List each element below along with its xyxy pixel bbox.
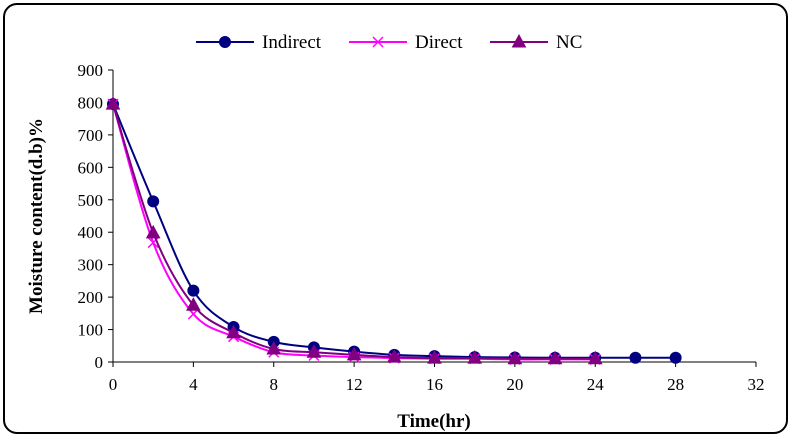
data-point-nc (266, 340, 282, 355)
data-point-nc (226, 324, 241, 339)
y-tick-label: 400 (78, 223, 104, 242)
x-tick-label: 20 (506, 375, 523, 394)
axes: 0 100 200 300 400 500 600 700 800 900 0 4 8 12 16 20 24 2… (78, 61, 765, 394)
series-line-nc (112, 103, 596, 360)
y-tick-label: 500 (78, 191, 104, 210)
x-tick-label: 24 (587, 375, 605, 394)
data-point-nc (427, 350, 442, 364)
y-tick-label: 0 (95, 353, 104, 372)
legend: Indirect Direct NC (196, 32, 582, 53)
data-point-indirect (187, 284, 200, 297)
x-tick-label: 32 (748, 375, 765, 394)
legend-marker-nc (511, 33, 527, 48)
x-tick-label: 0 (109, 375, 118, 394)
data-point-nc (346, 346, 362, 361)
y-tick-label: 800 (78, 93, 104, 112)
legend-label-direct: Direct (415, 32, 463, 53)
legend-marker-indirect (219, 36, 231, 48)
legend-marker-direct (372, 36, 384, 48)
data-point-nc (547, 350, 563, 365)
marker-stroke (372, 36, 384, 48)
data-point-indirect (629, 351, 642, 364)
legend-item-indirect: Indirect (196, 32, 322, 53)
legend-item-direct: Direct (349, 32, 463, 53)
data-point-nc (467, 350, 483, 364)
y-tick-label: 700 (78, 126, 104, 145)
x-tick-label: 8 (270, 375, 279, 394)
y-tick-label: 300 (78, 256, 104, 275)
data-point-nc (587, 350, 603, 365)
data-point-nc (386, 349, 402, 363)
data-point-nc (186, 297, 201, 311)
y-tick-label: 900 (78, 61, 104, 80)
series-direct (107, 98, 601, 365)
legend-label-indirect: Indirect (262, 32, 322, 53)
data-point-nc (507, 350, 523, 365)
series-line-direct (112, 103, 596, 361)
data-point-indirect (669, 351, 682, 364)
data-point-nc (145, 224, 161, 239)
y-tick-label: 100 (78, 321, 104, 340)
data-point-indirect (147, 195, 160, 208)
x-axis-title: Time(hr) (397, 411, 471, 432)
series-layer (105, 96, 682, 365)
legend-item-nc: NC (490, 32, 582, 53)
y-tick-label: 600 (78, 158, 104, 177)
data-point-nc (306, 344, 322, 358)
series-line-indirect (112, 103, 676, 359)
x-tick-label: 4 (189, 375, 198, 394)
x-tick-label: 12 (346, 375, 363, 394)
series-indirect (107, 98, 682, 364)
y-tick-label: 200 (78, 288, 104, 307)
x-tick-label: 28 (667, 375, 684, 394)
data-point-nc (105, 96, 121, 110)
x-tick-label: 16 (426, 375, 443, 394)
legend-label-nc: NC (556, 32, 582, 53)
series-nc (105, 96, 603, 365)
y-axis-title: Moisture content(d.b)% (26, 118, 47, 314)
